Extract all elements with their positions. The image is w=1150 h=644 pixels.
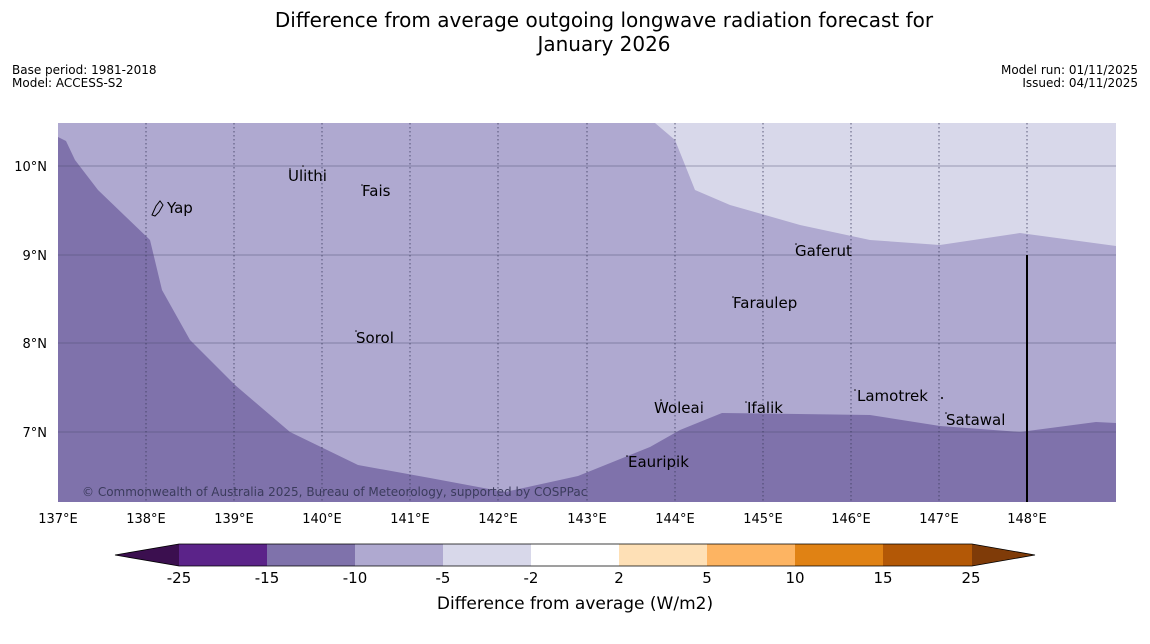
colorbar-swatch-neg5-neg2 bbox=[443, 544, 531, 566]
lat-label-8n: 8°N bbox=[23, 337, 48, 352]
colorbar-high-extend bbox=[972, 544, 1035, 566]
colorbar: -25 -15 -10 -5 -2 2 5 10 15 25 bbox=[114, 543, 1036, 587]
colorbar-swatch-neg2-2 bbox=[531, 544, 619, 566]
colorbar-label: Difference from average (W/m2) bbox=[436, 594, 714, 614]
tick-neg25: -25 bbox=[167, 569, 192, 587]
meta-right: Model run: 01/11/2025 Issued: 04/11/2025 bbox=[1001, 64, 1138, 90]
lon-label-148e: 148°E bbox=[1007, 512, 1047, 527]
colorbar-swatch-neg25-neg15 bbox=[179, 544, 267, 566]
colorbar-swatch-2-5 bbox=[619, 544, 707, 566]
lon-label-139e: 139°E bbox=[214, 512, 254, 527]
tick-10: 10 bbox=[785, 569, 804, 587]
lon-label-145e: 145°E bbox=[743, 512, 783, 527]
title-line-2: January 2026 bbox=[537, 32, 671, 56]
map-panel: Ulithi Fais Yap Gaferut Faraulep Sorol L… bbox=[58, 123, 1116, 502]
place-fais: Fais bbox=[362, 182, 391, 200]
lon-label-142e: 142°E bbox=[478, 512, 518, 527]
place-faraulep: Faraulep bbox=[733, 294, 797, 312]
title-line-1: Difference from average outgoing longwav… bbox=[274, 8, 934, 32]
lat-axis-labels: 10°N 9°N 8°N 7°N bbox=[14, 160, 47, 441]
colorbar-swatch-neg15-neg10 bbox=[267, 544, 355, 566]
place-ulithi: Ulithi bbox=[288, 167, 327, 185]
tick-neg5: -5 bbox=[436, 569, 451, 587]
base-period: Base period: 1981-2018 bbox=[12, 63, 157, 77]
lon-label-143e: 143°E bbox=[567, 512, 607, 527]
lat-label-9n: 9°N bbox=[23, 249, 48, 264]
lon-label-144e: 144°E bbox=[655, 512, 695, 527]
tick-15: 15 bbox=[873, 569, 892, 587]
colorbar-swatch-10-15 bbox=[795, 544, 883, 566]
map-title: Difference from average outgoing longwav… bbox=[0, 8, 1150, 56]
lon-label-138e: 138°E bbox=[126, 512, 166, 527]
lat-label-7n: 7°N bbox=[23, 426, 48, 441]
lat-label-10n: 10°N bbox=[14, 160, 47, 175]
meta-left: Base period: 1981-2018 Model: ACCESS-S2 bbox=[12, 64, 157, 90]
region-minus5-to-minus2 bbox=[655, 123, 1116, 246]
place-woleai: Woleai bbox=[654, 399, 704, 417]
tick-2: 2 bbox=[614, 569, 624, 587]
tick-5: 5 bbox=[702, 569, 712, 587]
lon-axis-labels: 137°E 138°E 139°E 140°E 141°E 142°E 143°… bbox=[38, 512, 1047, 527]
issued-date: Issued: 04/11/2025 bbox=[1022, 76, 1138, 90]
place-lamotrek: Lamotrek bbox=[857, 387, 928, 405]
tick-neg15: -15 bbox=[255, 569, 280, 587]
place-eauripik: Eauripik bbox=[628, 453, 689, 471]
model-name: Model: ACCESS-S2 bbox=[12, 76, 124, 90]
lon-label-147e: 147°E bbox=[919, 512, 959, 527]
region-minus15-to-minus10 bbox=[58, 137, 1116, 502]
place-ifalik: Ifalik bbox=[747, 399, 783, 417]
copyright-notice: © Commonwealth of Australia 2025, Bureau… bbox=[82, 485, 587, 499]
colorbar-swatch-neg10-neg5 bbox=[355, 544, 443, 566]
place-gaferut: Gaferut bbox=[795, 242, 852, 260]
place-satawal: Satawal bbox=[946, 411, 1005, 429]
tick-neg2: -2 bbox=[524, 569, 539, 587]
lon-label-137e: 137°E bbox=[38, 512, 78, 527]
yap-island-shape bbox=[151, 200, 164, 217]
place-sorol: Sorol bbox=[356, 329, 394, 347]
place-labels: Ulithi Fais Yap Gaferut Faraulep Sorol L… bbox=[166, 167, 1005, 471]
colorbar-low-extend bbox=[115, 544, 179, 566]
lon-label-141e: 141°E bbox=[390, 512, 430, 527]
lon-label-146e: 146°E bbox=[831, 512, 871, 527]
lon-label-140e: 140°E bbox=[302, 512, 342, 527]
tick-25: 25 bbox=[961, 569, 980, 587]
colorbar-swatch-15-25 bbox=[883, 544, 972, 566]
colorbar-ticks: -25 -15 -10 -5 -2 2 5 10 15 25 bbox=[167, 569, 981, 587]
island-dots bbox=[289, 165, 947, 457]
colorbar-swatch-5-10 bbox=[707, 544, 795, 566]
place-yap: Yap bbox=[166, 199, 193, 217]
model-run: Model run: 01/11/2025 bbox=[1000, 63, 1138, 77]
tick-neg10: -10 bbox=[343, 569, 368, 587]
colorbar-outline bbox=[114, 543, 1036, 567]
